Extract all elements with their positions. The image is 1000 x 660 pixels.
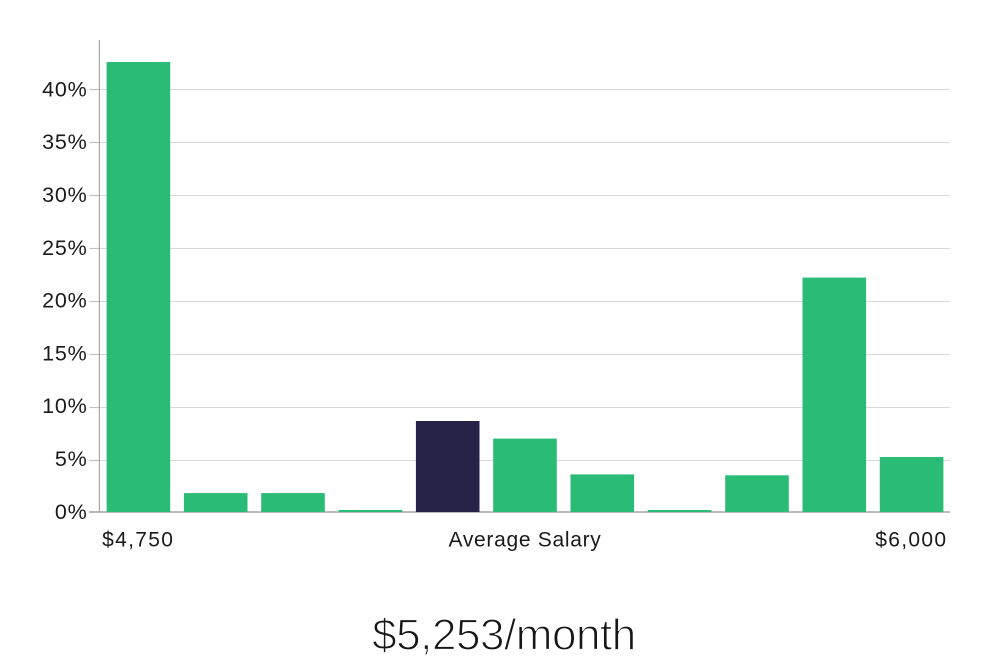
svg-text:$4,750: $4,750 [102,528,174,551]
svg-text:5%: 5% [55,447,88,471]
svg-text:$5,253/month: $5,253/month [372,611,636,660]
svg-text:10%: 10% [42,394,87,418]
svg-text:35%: 35% [42,130,87,154]
svg-text:$6,000: $6,000 [875,528,947,551]
svg-text:20%: 20% [42,289,87,313]
svg-text:25%: 25% [42,236,87,260]
svg-text:30%: 30% [42,183,87,207]
svg-text:15%: 15% [42,341,87,365]
svg-text:Average Salary: Average Salary [449,528,602,551]
svg-text:0%: 0% [55,500,88,524]
svg-text:40%: 40% [42,77,87,101]
